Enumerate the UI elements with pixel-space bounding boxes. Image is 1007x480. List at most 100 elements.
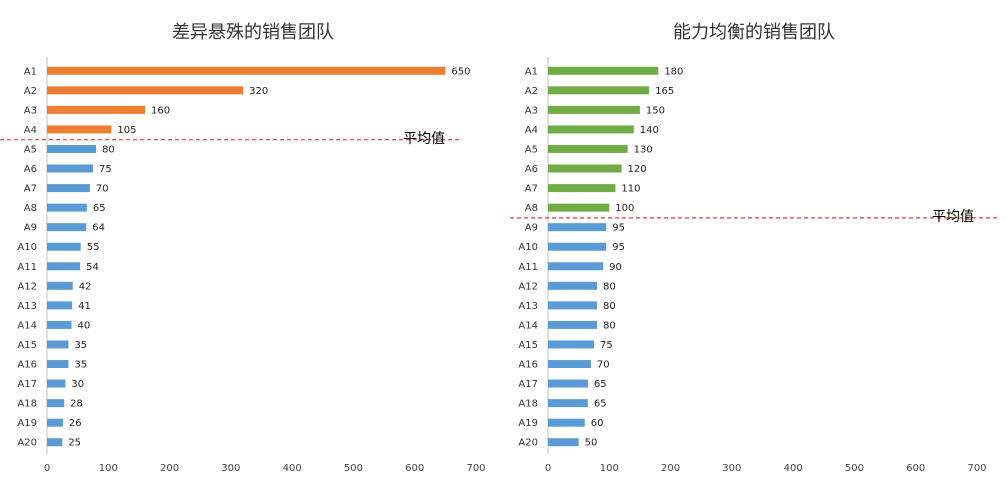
x-tick-label: 0: [44, 463, 50, 474]
category-label: A11: [17, 262, 37, 273]
data-label: 90: [609, 262, 622, 273]
category-label: A14: [17, 320, 37, 331]
x-tick-label: 200: [661, 463, 680, 474]
category-label: A20: [17, 438, 37, 449]
average-label: 平均值: [932, 209, 974, 225]
data-label: 110: [621, 184, 640, 195]
data-label: 80: [603, 281, 616, 292]
chart-title: 差异悬殊的销售团队: [172, 22, 334, 43]
data-label: 180: [664, 66, 683, 77]
data-label: 30: [71, 379, 84, 390]
data-label: 75: [600, 340, 613, 351]
data-label: 140: [640, 125, 659, 136]
x-tick-label: 700: [967, 463, 986, 474]
data-label: 95: [612, 223, 625, 234]
category-label: A10: [17, 242, 37, 253]
x-tick-label: 600: [405, 463, 424, 474]
category-label: A1: [24, 66, 37, 77]
x-tick-label: 100: [600, 463, 619, 474]
bar: [47, 438, 63, 447]
category-label: A19: [17, 418, 37, 429]
data-label: 40: [78, 320, 91, 331]
data-label: 75: [99, 164, 112, 175]
x-tick-label: 600: [906, 463, 925, 474]
bar: [548, 164, 622, 173]
data-label: 80: [603, 301, 616, 312]
bar: [548, 418, 585, 427]
data-label: 64: [92, 223, 105, 234]
data-label: 80: [102, 144, 115, 155]
bar: [47, 203, 87, 212]
category-label: A5: [525, 144, 538, 155]
category-label: A8: [24, 203, 37, 214]
data-label: 50: [585, 438, 598, 449]
category-label: A15: [17, 340, 37, 351]
data-label: 80: [603, 320, 616, 331]
x-tick-label: 300: [722, 463, 741, 474]
data-label: 70: [96, 184, 109, 195]
category-label: A7: [24, 184, 37, 195]
data-label: 55: [87, 242, 100, 253]
data-label: 105: [117, 125, 136, 136]
data-label: 25: [68, 438, 81, 449]
x-tick-label: 500: [344, 463, 363, 474]
category-label: A13: [518, 301, 538, 312]
category-label: A2: [24, 86, 37, 97]
data-label: 28: [70, 399, 83, 410]
bar: [548, 223, 607, 232]
data-label: 120: [628, 164, 647, 175]
bar: [47, 184, 90, 193]
bar: [548, 340, 594, 349]
category-label: A16: [17, 360, 37, 371]
bar: [548, 144, 628, 153]
data-label: 650: [451, 66, 470, 77]
x-tick-label: 700: [466, 463, 485, 474]
category-label: A1: [525, 66, 538, 77]
data-label: 65: [93, 203, 106, 214]
bar: [548, 360, 591, 369]
bar: [47, 281, 73, 290]
bar: [548, 320, 598, 329]
category-label: A20: [518, 438, 538, 449]
bar: [548, 379, 588, 388]
bar: [47, 164, 93, 173]
category-label: A12: [17, 281, 37, 292]
x-tick-label: 200: [160, 463, 179, 474]
category-label: A13: [17, 301, 37, 312]
category-label: A15: [518, 340, 538, 351]
category-label: A5: [24, 144, 37, 155]
category-label: A9: [24, 223, 37, 234]
x-tick-label: 100: [99, 463, 118, 474]
data-label: 130: [634, 144, 653, 155]
category-label: A9: [525, 223, 538, 234]
category-label: A11: [518, 262, 538, 273]
category-label: A14: [518, 320, 538, 331]
data-label: 150: [646, 105, 665, 116]
bar: [47, 144, 97, 153]
category-label: A18: [518, 399, 538, 410]
x-tick-label: 500: [845, 463, 864, 474]
bar: [548, 281, 598, 290]
bar: [548, 66, 659, 75]
bar: [47, 399, 65, 408]
data-label: 35: [74, 340, 87, 351]
category-label: A16: [518, 360, 538, 371]
x-tick-label: 300: [221, 463, 240, 474]
bar: [47, 320, 72, 329]
data-label: 65: [594, 379, 607, 390]
data-label: 100: [615, 203, 634, 214]
bar: [47, 379, 66, 388]
category-label: A2: [525, 86, 538, 97]
data-label: 42: [79, 281, 92, 292]
bar: [548, 86, 650, 95]
data-label: 54: [86, 262, 99, 273]
category-label: A17: [518, 379, 538, 390]
bar: [47, 360, 69, 369]
x-tick-label: 0: [545, 463, 551, 474]
x-tick-label: 400: [283, 463, 302, 474]
data-label: 65: [594, 399, 607, 410]
bar: [548, 105, 640, 114]
